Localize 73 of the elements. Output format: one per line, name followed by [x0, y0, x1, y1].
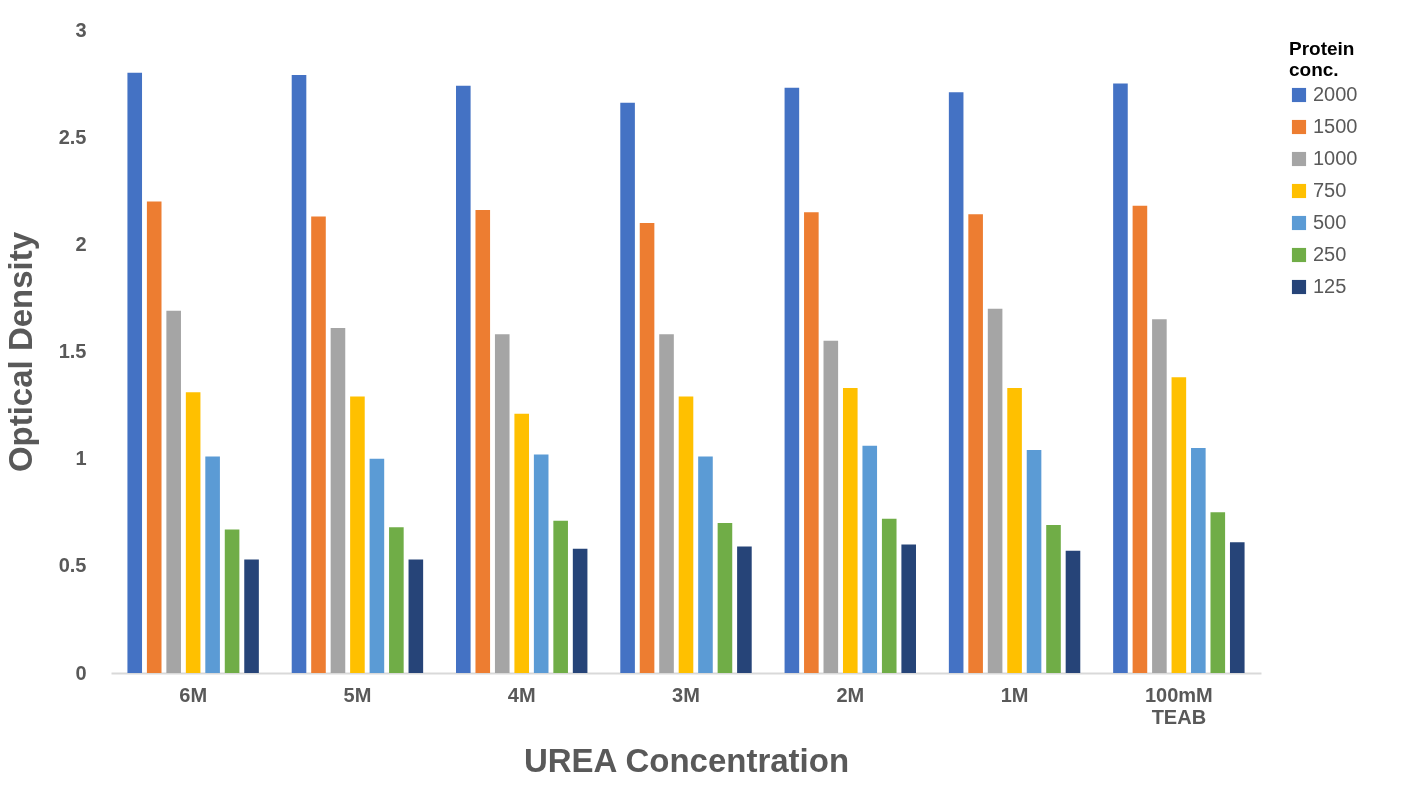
legend-title: Protein conc. — [1289, 38, 1355, 80]
x-tick-label: 5M — [343, 683, 372, 706]
legend-label: 1500 — [1313, 115, 1358, 137]
bar — [659, 334, 674, 673]
y-tick-label: 2.5 — [58, 125, 87, 148]
bar — [350, 396, 365, 673]
bar — [620, 102, 635, 673]
bar — [514, 413, 530, 673]
bar — [185, 392, 201, 673]
bar — [784, 87, 800, 673]
bar — [1065, 550, 1081, 673]
y-tick-label: 3 — [75, 18, 87, 41]
x-axis-title: UREA Concentration — [523, 741, 850, 779]
bar — [456, 85, 471, 673]
legend-label: 2000 — [1313, 83, 1358, 105]
bar — [823, 340, 839, 673]
bar — [1229, 542, 1245, 673]
bar — [224, 529, 240, 673]
bar — [1191, 447, 1206, 673]
bar — [146, 201, 162, 673]
bar — [389, 527, 404, 673]
bar — [1152, 319, 1167, 673]
bar — [533, 454, 549, 673]
bar — [639, 222, 655, 673]
bar — [553, 520, 568, 673]
bar — [244, 559, 259, 673]
bar — [311, 216, 326, 673]
y-tick-label: 1.5 — [58, 340, 87, 362]
bar — [804, 212, 819, 673]
bar — [369, 458, 385, 673]
bar — [1210, 512, 1226, 673]
x-tick-label: 6M — [179, 683, 208, 706]
x-tick-label: 2M — [836, 683, 865, 706]
y-tick-label: 2 — [75, 232, 87, 255]
x-tick-label: 1M — [1000, 683, 1029, 706]
bar — [291, 75, 307, 673]
bar — [205, 456, 220, 673]
bar — [127, 72, 143, 673]
bar — [166, 310, 181, 673]
bar — [842, 387, 858, 673]
bar — [475, 210, 491, 673]
x-tick-label: 4M — [507, 683, 536, 706]
legend-label: 1000 — [1313, 147, 1358, 169]
bar — [408, 559, 424, 673]
bar — [901, 544, 916, 673]
y-tick-label: 0 — [75, 661, 87, 684]
bar — [881, 518, 897, 673]
legend-label: 125 — [1313, 275, 1347, 297]
bar — [1132, 205, 1148, 673]
x-tick-label: 3M — [672, 683, 700, 706]
bar — [717, 522, 733, 673]
bar — [1046, 525, 1061, 673]
y-axis-title: Optical Density — [1, 231, 39, 473]
bar — [494, 334, 510, 673]
bar — [948, 92, 964, 673]
bar — [698, 456, 713, 673]
y-tick-label: 1 — [75, 447, 87, 470]
bar — [737, 546, 752, 673]
legend-label: 750 — [1313, 179, 1347, 201]
x-tick-label: 100mM TEAB — [1144, 683, 1213, 728]
bar — [330, 327, 346, 673]
bar — [1026, 450, 1042, 673]
bar — [862, 445, 878, 673]
bar — [1171, 377, 1187, 673]
bar — [1113, 83, 1128, 673]
bar — [678, 396, 694, 673]
legend-label: 250 — [1313, 243, 1347, 265]
bar — [572, 548, 588, 673]
bar — [987, 308, 1003, 673]
bar — [968, 214, 983, 673]
y-tick-label: 0.5 — [58, 554, 87, 577]
bar — [1007, 387, 1022, 673]
legend-label: 500 — [1313, 211, 1347, 233]
